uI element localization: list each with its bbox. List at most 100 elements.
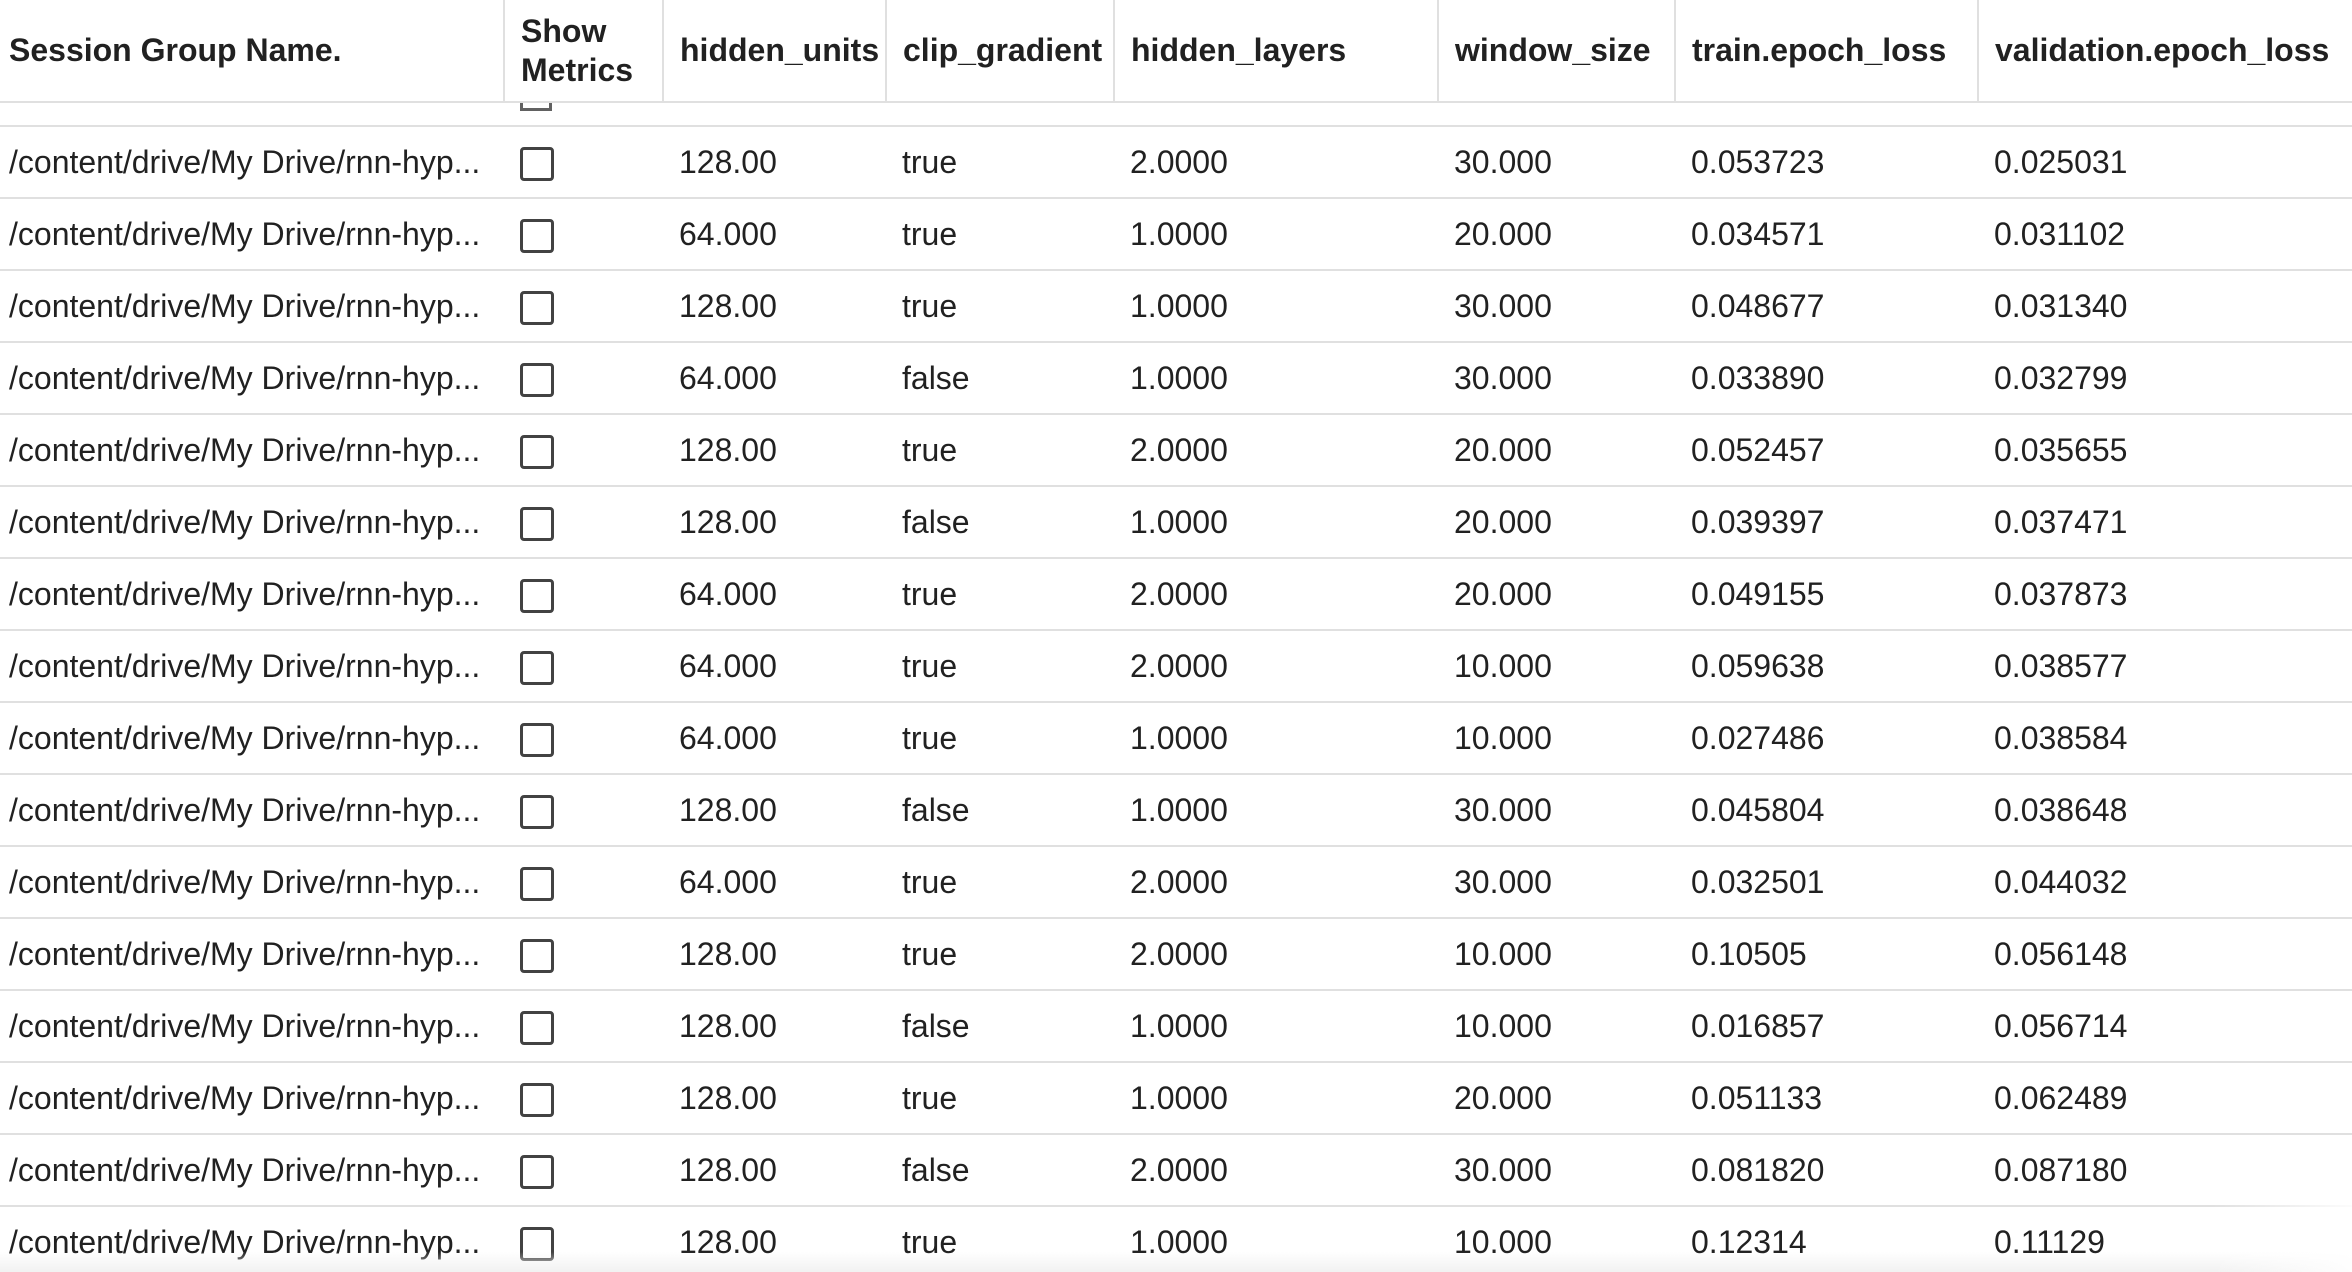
session-group-name-cell: /content/drive/My Drive/rnn-hyp... bbox=[0, 1062, 504, 1135]
hidden-units-cell: 128.00 bbox=[663, 486, 886, 559]
show-metrics-cell bbox=[504, 702, 663, 775]
show-metrics-checkbox[interactable] bbox=[520, 938, 554, 973]
hidden-layers-cell: 1.0000 bbox=[1114, 702, 1438, 775]
session-group-name-cell: /content/drive/My Drive/rnn-hyp... bbox=[0, 486, 504, 559]
header-show-metrics-line2: Metrics bbox=[521, 51, 634, 88]
hidden-layers-cell: 1.0000 bbox=[1114, 990, 1438, 1063]
clip-gradient-cell: false bbox=[886, 342, 1114, 415]
train-epoch-loss-cell: 0.048677 bbox=[1675, 270, 1978, 343]
show-metrics-checkbox[interactable] bbox=[520, 794, 554, 829]
clip-gradient-cell: true bbox=[886, 414, 1114, 487]
window-size-cell: 10.000 bbox=[1438, 990, 1675, 1063]
train-epoch-loss-cell: 0.033890 bbox=[1675, 342, 1978, 415]
table-row[interactable]: /content/drive/My Drive/rnn-hyp... 64.000… bbox=[0, 198, 2352, 271]
show-metrics-checkbox[interactable] bbox=[520, 578, 554, 613]
session-group-name-cell: /content/drive/My Drive/rnn-hyp... bbox=[0, 846, 504, 919]
show-metrics-cell bbox=[504, 558, 663, 631]
show-metrics-checkbox[interactable] bbox=[520, 218, 554, 253]
header-hidden-units[interactable]: hidden_units bbox=[663, 0, 887, 103]
clip-gradient-cell: true bbox=[886, 702, 1114, 775]
hidden-layers-cell: 2.0000 bbox=[1114, 918, 1438, 991]
validation-epoch-loss-cell: 0.025031 bbox=[1978, 126, 2352, 199]
hidden-units-cell: 128.00 bbox=[663, 414, 886, 487]
table-row[interactable]: /content/drive/My Drive/rnn-hyp... 128.00… bbox=[0, 990, 2352, 1063]
window-size-cell: 30.000 bbox=[1438, 342, 1675, 415]
table-row[interactable]: /content/drive/My Drive/rnn-hyp... 64.000… bbox=[0, 342, 2352, 415]
table-header-row: Session Group Name. Show Metrics hidden_u… bbox=[0, 0, 2352, 103]
header-show-metrics[interactable]: Show Metrics bbox=[504, 0, 664, 103]
hidden-layers-cell: 1.0000 bbox=[1114, 486, 1438, 559]
header-train-epoch-loss[interactable]: train.epoch_loss bbox=[1675, 0, 1979, 103]
show-metrics-checkbox[interactable] bbox=[520, 866, 554, 901]
show-metrics-checkbox[interactable] bbox=[520, 1082, 554, 1117]
header-window-size[interactable]: window_size bbox=[1438, 0, 1676, 103]
validation-epoch-loss-cell: 0.038577 bbox=[1978, 630, 2352, 703]
hidden-units-cell: 128.00 bbox=[663, 1134, 886, 1207]
table-row[interactable]: /content/drive/My Drive/rnn-hyp... 128.00… bbox=[0, 774, 2352, 847]
table-row[interactable]: /content/drive/My Drive/rnn-hyp... 128.00… bbox=[0, 414, 2352, 487]
table-row[interactable]: /content/drive/My Drive/rnn-hyp... 128.00… bbox=[0, 1062, 2352, 1135]
show-metrics-checkbox[interactable] bbox=[520, 362, 554, 397]
validation-epoch-loss-cell: 0.035655 bbox=[1978, 414, 2352, 487]
header-clip-gradient[interactable]: clip_gradient bbox=[886, 0, 1115, 103]
window-size-cell: 10.000 bbox=[1438, 1206, 1675, 1272]
train-epoch-loss-cell: 0.059638 bbox=[1675, 630, 1978, 703]
table-row[interactable]: /content/drive/My Drive/rnn-hyp... 128.00… bbox=[0, 486, 2352, 559]
validation-epoch-loss-cell: 0.044032 bbox=[1978, 846, 2352, 919]
validation-epoch-loss-cell: 0.037873 bbox=[1978, 558, 2352, 631]
show-metrics-checkbox[interactable] bbox=[520, 1226, 554, 1261]
window-size-cell: 30.000 bbox=[1438, 846, 1675, 919]
hidden-layers-cell: 1.0000 bbox=[1114, 270, 1438, 343]
session-group-name-cell: /content/drive/My Drive/rnn-hyp... bbox=[0, 774, 504, 847]
checkbox-partial[interactable] bbox=[520, 103, 552, 111]
table-row[interactable]: /content/drive/My Drive/rnn-hyp... 128.00… bbox=[0, 918, 2352, 991]
show-metrics-checkbox[interactable] bbox=[520, 1010, 554, 1045]
header-hidden-layers[interactable]: hidden_layers bbox=[1114, 0, 1439, 103]
table-row[interactable]: /content/drive/My Drive/rnn-hyp... 128.00… bbox=[0, 126, 2352, 199]
train-epoch-loss-cell: 0.016857 bbox=[1675, 990, 1978, 1063]
hidden-units-cell: 64.000 bbox=[663, 198, 886, 271]
header-session-group-name[interactable]: Session Group Name. bbox=[0, 0, 505, 103]
window-size-cell: 10.000 bbox=[1438, 918, 1675, 991]
window-size-cell: 30.000 bbox=[1438, 270, 1675, 343]
train-epoch-loss-cell: 0.051133 bbox=[1675, 1062, 1978, 1135]
show-metrics-checkbox[interactable] bbox=[520, 722, 554, 757]
show-metrics-checkbox[interactable] bbox=[520, 1154, 554, 1189]
session-group-name-cell: /content/drive/My Drive/rnn-hyp... bbox=[0, 558, 504, 631]
session-group-name-cell: /content/drive/My Drive/rnn-hyp... bbox=[0, 1206, 504, 1272]
validation-epoch-loss-cell: 0.032799 bbox=[1978, 342, 2352, 415]
show-metrics-checkbox[interactable] bbox=[520, 506, 554, 541]
show-metrics-cell bbox=[504, 1206, 663, 1272]
window-size-cell: 20.000 bbox=[1438, 1062, 1675, 1135]
validation-epoch-loss-cell: 0.038648 bbox=[1978, 774, 2352, 847]
table-row[interactable]: /content/drive/My Drive/rnn-hyp... 64.000… bbox=[0, 846, 2352, 919]
show-metrics-checkbox[interactable] bbox=[520, 434, 554, 469]
session-group-name-cell: /content/drive/My Drive/rnn-hyp... bbox=[0, 1134, 504, 1207]
validation-epoch-loss-cell: 0.056148 bbox=[1978, 918, 2352, 991]
table-row[interactable]: /content/drive/My Drive/rnn-hyp... 64.000… bbox=[0, 702, 2352, 775]
show-metrics-checkbox[interactable] bbox=[520, 146, 554, 181]
hidden-units-cell: 128.00 bbox=[663, 990, 886, 1063]
show-metrics-checkbox[interactable] bbox=[520, 290, 554, 325]
hidden-units-cell: 128.00 bbox=[663, 774, 886, 847]
clip-gradient-cell: false bbox=[886, 774, 1114, 847]
window-size-cell: 30.000 bbox=[1438, 126, 1675, 199]
train-epoch-loss-cell: 0.053723 bbox=[1675, 126, 1978, 199]
show-metrics-checkbox[interactable] bbox=[520, 650, 554, 685]
table-row[interactable]: /content/drive/My Drive/rnn-hyp... 128.00… bbox=[0, 1134, 2352, 1207]
header-validation-epoch-loss[interactable]: validation.epoch_loss bbox=[1978, 0, 2352, 103]
hidden-units-cell: 128.00 bbox=[663, 918, 886, 991]
show-metrics-cell bbox=[504, 990, 663, 1063]
session-group-name-cell: /content/drive/My Drive/rnn-hyp... bbox=[0, 126, 504, 199]
table-row[interactable]: /content/drive/My Drive/rnn-hyp... 64.000… bbox=[0, 630, 2352, 703]
window-size-cell: 30.000 bbox=[1438, 1134, 1675, 1207]
table-row[interactable]: /content/drive/My Drive/rnn-hyp... 64.000… bbox=[0, 558, 2352, 631]
validation-epoch-loss-cell: 0.031102 bbox=[1978, 198, 2352, 271]
train-epoch-loss-cell: 0.052457 bbox=[1675, 414, 1978, 487]
table-row[interactable]: /content/drive/My Drive/rnn-hyp... 128.00… bbox=[0, 270, 2352, 343]
table-row[interactable]: /content/drive/My Drive/rnn-hyp... 128.00… bbox=[0, 1206, 2352, 1272]
train-epoch-loss-cell: 0.045804 bbox=[1675, 774, 1978, 847]
session-group-name-cell: /content/drive/My Drive/rnn-hyp... bbox=[0, 342, 504, 415]
hidden-layers-cell: 2.0000 bbox=[1114, 846, 1438, 919]
